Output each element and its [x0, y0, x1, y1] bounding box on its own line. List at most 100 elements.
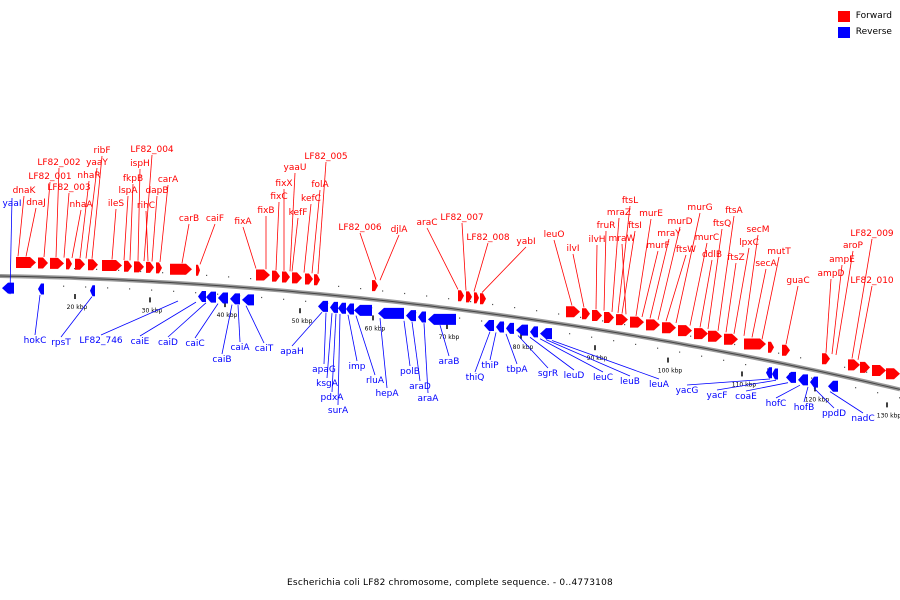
- forward-gene-arrow: [474, 292, 479, 304]
- forward-gene-arrow: [372, 280, 378, 292]
- reverse-label-leader: [423, 323, 429, 394]
- chromosome-backbone: [0, 274, 900, 392]
- forward-label-leader: [85, 167, 98, 259]
- reverse-gene-label: ppdD: [822, 409, 846, 419]
- track-dot-fwd: [206, 274, 208, 276]
- forward-gene-arrow: [458, 290, 464, 302]
- reverse-gene-label: araA: [418, 394, 440, 404]
- forward-gene-arrow: [466, 291, 472, 303]
- track-dot-rev: [613, 340, 615, 342]
- forward-gene-label: secA: [755, 259, 777, 269]
- reverse-label-leader: [686, 378, 771, 386]
- forward-gene-arrow: [616, 314, 628, 326]
- forward-gene-arrow: [694, 328, 708, 340]
- scale-tick-label: 130 kbp: [877, 412, 900, 419]
- forward-gene-label: fruR: [597, 221, 616, 231]
- legend: Forward Reverse: [837, 8, 892, 40]
- forward-gene-arrow: [872, 365, 886, 377]
- forward-label-leader: [699, 259, 713, 328]
- forward-gene-arrow: [848, 359, 860, 371]
- forward-label-leader: [311, 189, 321, 274]
- forward-label-leader: [242, 226, 257, 269]
- reverse-gene-arrow: [38, 283, 44, 295]
- forward-label-leader: [303, 203, 312, 273]
- reverse-gene-arrow: [428, 313, 456, 325]
- track-dot-rev: [877, 392, 879, 394]
- forward-gene-label: LF82_005: [304, 152, 347, 162]
- track-dot-fwd: [426, 295, 428, 297]
- forward-gene-arrow: [124, 260, 132, 272]
- scale-tick-label: 120 kbp: [805, 396, 830, 403]
- reverse-label-leader: [517, 335, 549, 369]
- track-dot-rev: [745, 364, 747, 366]
- forward-gene-arrow: [256, 269, 270, 281]
- track-dot-fwd: [800, 357, 802, 359]
- forward-gene-label: dnaJ: [26, 198, 46, 208]
- forward-gene-label: ileS: [108, 199, 125, 209]
- reverse-label-leader: [60, 296, 93, 338]
- track-dot-rev: [569, 333, 571, 335]
- forward-label-leader: [617, 205, 631, 313]
- forward-label-leader: [481, 246, 527, 293]
- forward-label-leader: [129, 183, 134, 261]
- reverse-label-leader: [379, 318, 388, 389]
- reverse-gene-label: hepA: [375, 389, 399, 399]
- forward-gene-label: lpxC: [739, 238, 759, 248]
- forward-gene-arrow: [886, 368, 900, 380]
- forward-gene-label: LF82_006: [338, 223, 382, 233]
- reverse-label-leader: [139, 301, 197, 337]
- forward-label-leader: [657, 226, 681, 320]
- reverse-gene-label: caiA: [230, 343, 250, 353]
- forward-gene-label: ilvI: [567, 244, 580, 254]
- forward-label-leader: [675, 212, 701, 324]
- reverse-gene-arrow: [786, 371, 796, 383]
- forward-gene-label: guaC: [786, 276, 809, 286]
- forward-label-leader: [831, 264, 843, 355]
- track-dot-rev: [129, 288, 131, 290]
- reverse-label-leader: [9, 197, 13, 295]
- reverse-gene-arrow: [378, 307, 404, 319]
- reverse-gene-label: leuC: [593, 373, 613, 383]
- track-dot-rev: [767, 368, 769, 370]
- forward-gene-arrow: [782, 344, 790, 356]
- reverse-label-leader: [34, 294, 41, 336]
- reverse-gene-arrow: [798, 374, 808, 386]
- forward-gene-label: djlA: [391, 225, 409, 235]
- reverse-gene-label: caiT: [255, 344, 274, 354]
- forward-label-leader: [621, 230, 636, 314]
- reverse-gene-label: hofB: [794, 403, 815, 413]
- forward-gene-label: ampD: [818, 269, 845, 279]
- forward-gene-label: yabI: [516, 237, 535, 247]
- forward-label-leader: [143, 154, 153, 262]
- reverse-label-leader: [545, 339, 631, 377]
- track-dot-fwd: [624, 324, 626, 326]
- track-dot-rev: [173, 290, 175, 292]
- scale-tick-label: 50 kbp: [292, 318, 313, 325]
- forward-gene-arrow: [678, 325, 692, 337]
- forward-gene-arrow: [75, 258, 85, 270]
- reverse-label-leader: [439, 325, 450, 357]
- forward-gene-label: fkpB: [123, 174, 143, 184]
- forward-gene-label: nhaR: [77, 171, 100, 181]
- forward-gene-label: LF82_009: [850, 229, 894, 239]
- forward-gene-label: mraZ: [607, 208, 631, 218]
- forward-label-leader: [181, 223, 190, 264]
- forward-label-leader: [785, 285, 799, 345]
- forward-label-leader: [717, 215, 735, 331]
- forward-gene-arrow: [592, 310, 602, 322]
- forward-gene-arrow: [88, 259, 98, 271]
- forward-gene-label: aroP: [843, 241, 864, 251]
- forward-gene-arrow: [314, 274, 320, 286]
- forward-gene-arrow: [282, 271, 290, 283]
- reverse-gene-arrow: [198, 291, 206, 303]
- forward-gene-arrow: [646, 319, 660, 331]
- forward-gene-label: murC: [695, 233, 719, 243]
- forward-gene-label: LF82_008: [466, 233, 510, 243]
- reverse-gene-arrow: [346, 303, 354, 315]
- legend-reverse-label: Reverse: [855, 27, 892, 37]
- forward-gene-arrow: [146, 261, 154, 273]
- forward-label-leader: [689, 242, 708, 326]
- forward-gene-label: LF82_004: [130, 145, 174, 155]
- forward-label-leader: [572, 253, 585, 308]
- reverse-gene-arrow: [218, 292, 228, 304]
